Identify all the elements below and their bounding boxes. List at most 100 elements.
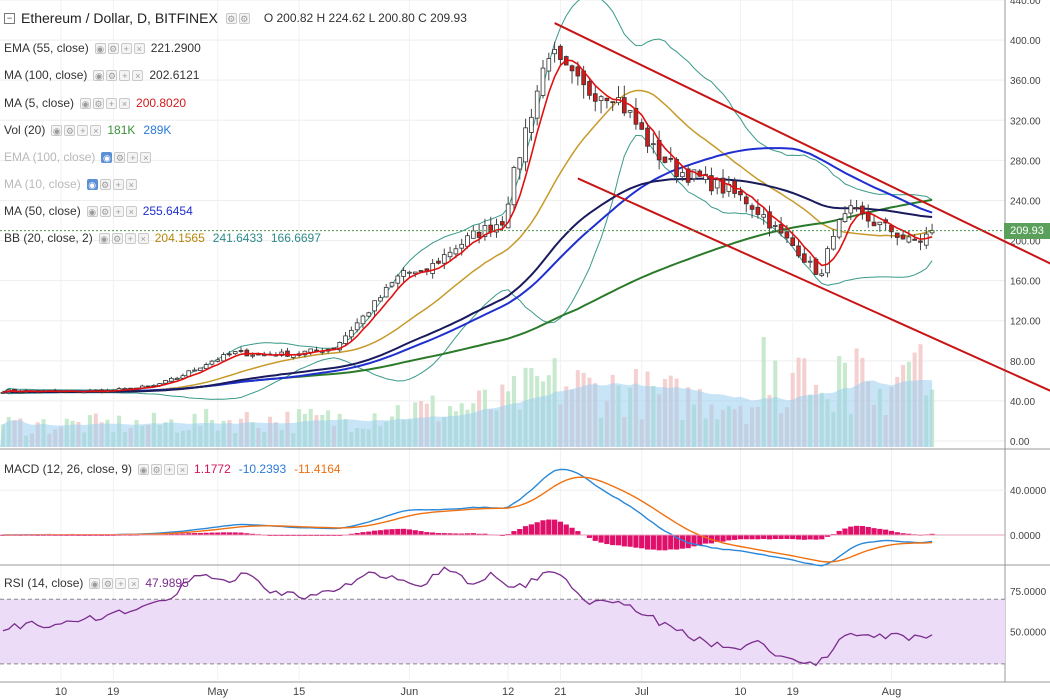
time-tick-label: 12 [502, 686, 514, 698]
candle-body [680, 172, 685, 178]
macd-line-value: -10.2393 [238, 462, 287, 476]
add-icon[interactable]: + [112, 178, 124, 190]
indicator-controls[interactable]: ◉ ⚙ + × [93, 69, 144, 81]
macd-histogram-bar [615, 535, 622, 546]
settings-icon[interactable]: ⚙ [106, 69, 118, 81]
settings-icon[interactable]: ⚙ [102, 577, 114, 589]
indicator-name: MA (5, close) [4, 96, 75, 110]
rsi-legend-name: RSI (14, close) [4, 576, 84, 590]
indicator-controls[interactable]: ◉ ⚙ + × [138, 463, 189, 475]
settings-icon[interactable]: ⚙ [99, 178, 111, 190]
macd-histogram-bar [743, 535, 749, 540]
add-icon[interactable]: + [106, 97, 118, 109]
close-icon[interactable]: × [125, 178, 137, 190]
add-icon[interactable]: + [164, 463, 176, 475]
candle-body [906, 236, 912, 243]
settings-icon[interactable]: ⚙ [151, 463, 163, 475]
indicator-name: EMA (100, close) [4, 150, 96, 164]
macd-histogram-bar [383, 529, 389, 535]
settings-icon[interactable]: ⚙ [225, 12, 237, 24]
eye-icon[interactable]: ◉ [94, 42, 106, 54]
eye-icon[interactable]: ◉ [93, 69, 105, 81]
chart-title: Ethereum / Dollar, D, BITFINEX [21, 10, 218, 26]
settings-icon[interactable]: ⚙ [99, 205, 111, 217]
indicator-controls[interactable]: ◉ ⚙ + × [98, 232, 149, 244]
macd-histogram-bar [795, 535, 802, 540]
settings-icon[interactable]: ⚙ [107, 42, 119, 54]
candle-body [831, 235, 836, 250]
indicator-controls[interactable]: ◉ ⚙ + × [89, 577, 140, 589]
macd-histogram-bar [714, 535, 720, 542]
macd-signal-line [2, 476, 933, 563]
macd-histogram-bar [511, 531, 517, 535]
ema55-line [2, 177, 933, 394]
close-icon[interactable]: × [137, 232, 149, 244]
add-icon[interactable]: + [120, 42, 132, 54]
add-icon[interactable]: + [124, 232, 136, 244]
indicator-controls[interactable]: ◉ ⚙ + × [86, 205, 137, 217]
indicator-controls[interactable]: ◉ ⚙ + × [94, 42, 145, 54]
indicator-value: 221.2900 [150, 41, 201, 55]
macd-histogram-bar [586, 535, 593, 538]
indicator-controls[interactable]: ◉ ⚙ + × [51, 124, 102, 136]
close-icon[interactable]: × [90, 124, 102, 136]
macd-histogram-bar [697, 535, 703, 546]
close-icon[interactable]: × [132, 69, 144, 81]
add-icon[interactable]: + [112, 205, 124, 217]
macd-histogram-bar [180, 533, 186, 535]
indicator-controls[interactable]: ◉ ⚙ + × [86, 178, 137, 190]
indicator-legend-row: EMA (55, close) ◉ ⚙ + × 221.2900 [4, 40, 209, 56]
eye-icon[interactable]: ◉ [86, 205, 98, 217]
close-icon[interactable]: × [177, 463, 189, 475]
close-icon[interactable]: × [119, 97, 131, 109]
close-icon[interactable]: × [125, 205, 137, 217]
eye-icon[interactable]: ◉ [51, 124, 63, 136]
add-icon[interactable]: + [115, 577, 127, 589]
eye-icon[interactable]: ◉ [86, 178, 98, 190]
settings-icon[interactable]: ⚙ [238, 12, 250, 24]
close-icon[interactable]: × [128, 577, 140, 589]
volume-bar [930, 389, 935, 447]
settings-icon[interactable]: ⚙ [93, 97, 105, 109]
macd-legend-name: MACD (12, 26, close, 9) [4, 462, 133, 476]
channel-lower-line [577, 177, 1050, 392]
candle-body [685, 168, 691, 183]
indicator-controls[interactable]: ◉ ⚙ + × [101, 151, 152, 163]
candle-body [854, 207, 859, 210]
collapse-icon[interactable]: − [4, 12, 15, 24]
time-tick-label: May [207, 686, 228, 698]
settings-icon[interactable]: ⚙ [64, 124, 76, 136]
macd-histogram-bar [557, 521, 564, 535]
macd-histogram-bar [604, 535, 610, 545]
eye-icon[interactable]: ◉ [89, 577, 101, 589]
eye-icon[interactable]: ◉ [101, 151, 113, 163]
settings-icon[interactable]: ⚙ [114, 151, 126, 163]
macd-histogram-bar [348, 533, 354, 535]
indicator-legend-row: BB (20, close, 2) ◉ ⚙ + × 204.1565 241.6433 166… [4, 230, 329, 246]
time-tick-label: 19 [787, 686, 799, 698]
macd-histogram-bar [528, 524, 534, 535]
candle-body [232, 351, 238, 355]
candle-body [308, 348, 314, 353]
title-controls[interactable]: ⚙ ⚙ [225, 12, 250, 24]
candle-body [807, 260, 813, 263]
macd-histogram-bar [639, 535, 645, 549]
candle-body [517, 157, 523, 170]
add-icon[interactable]: + [127, 151, 139, 163]
close-icon[interactable]: × [133, 42, 145, 54]
candle-body [755, 206, 761, 215]
settings-icon[interactable]: ⚙ [111, 232, 123, 244]
macd-histogram-bar [418, 531, 424, 535]
indicator-controls[interactable]: ◉ ⚙ + × [80, 97, 131, 109]
eye-icon[interactable]: ◉ [80, 97, 92, 109]
eye-icon[interactable]: ◉ [138, 463, 150, 475]
eye-icon[interactable]: ◉ [98, 232, 110, 244]
candle-body [395, 275, 401, 284]
rsi-legend: RSI (14, close) ◉ ⚙ + × 47.9895 [4, 575, 197, 591]
add-icon[interactable]: + [77, 124, 89, 136]
add-icon[interactable]: + [119, 69, 131, 81]
macd-histogram-bar [633, 535, 639, 548]
macd-histogram-bar [900, 533, 906, 535]
close-icon[interactable]: × [140, 151, 152, 163]
